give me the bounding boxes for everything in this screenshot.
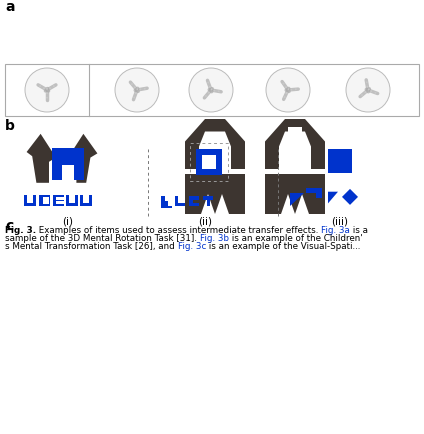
Polygon shape (265, 119, 325, 169)
Text: a: a (5, 0, 14, 14)
Text: (iii): (iii) (332, 217, 349, 227)
Text: Fig. 3.: Fig. 3. (5, 226, 36, 235)
Polygon shape (161, 196, 172, 207)
Polygon shape (290, 193, 304, 206)
Polygon shape (342, 189, 358, 205)
Text: (i): (i) (62, 217, 73, 227)
Text: Fig. 3a: Fig. 3a (321, 226, 350, 235)
Text: is a: is a (350, 226, 368, 235)
Bar (189, 200, 193, 203)
Bar (43, 197, 49, 204)
Text: is an example of the Visual-Spati...: is an example of the Visual-Spati... (206, 242, 360, 251)
Bar (33, 195, 36, 206)
Circle shape (266, 68, 310, 112)
Bar (206, 200, 209, 206)
Circle shape (346, 68, 390, 112)
Text: Fig. 3c: Fig. 3c (178, 242, 206, 251)
Text: s Mental Transformation Task [26], and: s Mental Transformation Task [26], and (5, 242, 178, 251)
Bar (66, 203, 78, 206)
Bar (89, 195, 92, 206)
Text: Examples of items used to assess intermediate transfer effects.: Examples of items used to assess interme… (36, 226, 321, 235)
Bar (75, 195, 78, 206)
Bar (53, 200, 64, 201)
Bar (80, 203, 92, 206)
Bar (203, 196, 213, 200)
Bar (328, 149, 352, 173)
Text: c: c (5, 219, 13, 233)
Text: Fig. 3b: Fig. 3b (200, 234, 229, 243)
Bar (288, 126, 302, 154)
Bar (175, 203, 185, 206)
Text: is an example of the Children': is an example of the Children' (229, 234, 363, 243)
Bar (5, 64, 419, 116)
Bar (39, 195, 50, 206)
Polygon shape (306, 188, 322, 198)
Circle shape (115, 68, 159, 112)
Bar (175, 196, 178, 206)
Bar (53, 195, 56, 206)
Bar (190, 143, 228, 181)
Circle shape (189, 68, 233, 112)
Bar (52, 148, 84, 180)
Bar (189, 203, 199, 206)
Bar (202, 155, 216, 169)
Polygon shape (185, 119, 245, 169)
Polygon shape (185, 174, 245, 214)
Polygon shape (328, 192, 338, 204)
Polygon shape (68, 134, 98, 183)
Polygon shape (27, 134, 56, 183)
Bar (80, 195, 84, 206)
Text: sample of the 3D Mental Rotation Task [31].: sample of the 3D Mental Rotation Task [3… (5, 234, 200, 243)
Text: b: b (5, 119, 15, 133)
Bar (66, 195, 70, 206)
Bar (62, 164, 74, 180)
Circle shape (25, 68, 69, 112)
Bar (24, 203, 36, 206)
Bar (24, 195, 28, 206)
Polygon shape (265, 174, 325, 214)
Bar (53, 204, 64, 206)
Bar (53, 195, 64, 197)
Bar (196, 149, 222, 175)
Bar (189, 196, 199, 200)
Text: (ii): (ii) (198, 217, 212, 227)
